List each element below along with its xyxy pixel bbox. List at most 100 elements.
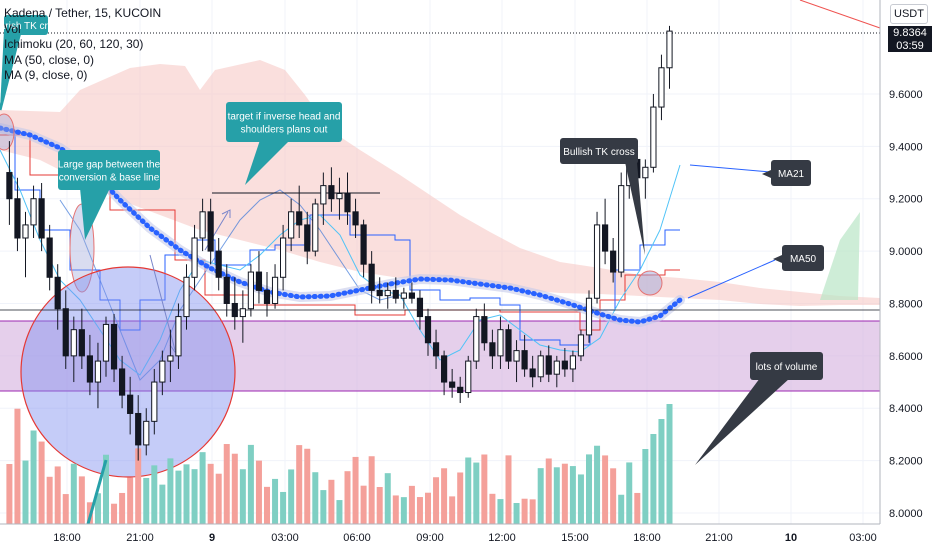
candle-body [360, 224, 367, 265]
volume-bar [594, 445, 601, 524]
volume-bar [46, 476, 53, 524]
x-tick-label: 09:00 [416, 532, 444, 544]
volume-bar [408, 485, 415, 524]
candle-body [320, 185, 327, 205]
x-tick-label: 21:00 [126, 532, 154, 544]
ma50-callout-box [782, 245, 824, 271]
x-tick-label: 18:00 [53, 532, 81, 544]
volume-bar [247, 444, 254, 524]
volume-bar [650, 434, 657, 524]
candle-body [288, 211, 295, 239]
bearish-tk-circle [0, 113, 15, 151]
candle-body [135, 412, 142, 446]
candle-body [489, 342, 496, 357]
candle-body [263, 289, 271, 304]
volume-bar [191, 469, 198, 524]
candle-body [392, 289, 399, 299]
ma21-callout-box [771, 160, 811, 186]
legend-ma9[interactable]: MA (9, close, 0) [4, 68, 88, 82]
candle-body [175, 316, 182, 357]
y-tick-label: 9.4000 [889, 141, 923, 153]
volume-bar [513, 502, 520, 524]
candle-body [529, 368, 536, 378]
volume-bar [537, 468, 544, 524]
cloud-future-green [820, 212, 860, 300]
ma50-callout-label-1: MA50 [790, 254, 817, 265]
volume-bar [666, 404, 673, 524]
legend-ichimoku[interactable]: Ichimoku (20, 60, 120, 30) [4, 37, 144, 51]
volume-bar [207, 463, 214, 524]
gap-callout-label-1: Large gap between the [58, 159, 161, 170]
y-tick-label: 8.6000 [889, 351, 923, 363]
volume-bar [320, 490, 327, 524]
volume-bar [602, 455, 609, 524]
candle-body [280, 237, 287, 278]
candle-body [62, 308, 69, 357]
candle-body [344, 192, 351, 213]
x-tick-label: 18:00 [633, 532, 661, 544]
ichimoku-conversion-line [0, 129, 680, 346]
x-tick-label: 9 [209, 532, 215, 544]
legend-volume[interactable]: Vol [4, 21, 21, 36]
candle-body [86, 355, 94, 383]
candle-body [577, 334, 585, 357]
ma21-callout-label-1: MA21 [778, 169, 805, 180]
y-tick-label: 9.0000 [889, 246, 923, 258]
volume-bar [215, 473, 222, 524]
volume-bar [352, 456, 359, 524]
candle-body [593, 224, 601, 299]
candle-body [553, 360, 560, 375]
candle-body [537, 355, 544, 378]
ma21-callout-tail [762, 170, 771, 178]
bearish-tk-callout-box [4, 15, 48, 35]
bullish-tk-circle [637, 270, 663, 296]
candle-body [376, 289, 383, 297]
target-callout-box [226, 102, 342, 142]
gap-callout-label-2: conversion & base line [59, 173, 160, 184]
candle-body [215, 250, 222, 278]
candle-body [505, 329, 512, 362]
candle-body [255, 271, 263, 291]
y-tick-label: 9.2000 [889, 194, 923, 206]
candle-body [38, 198, 45, 239]
volume-bar [111, 503, 118, 524]
volume-bar [344, 471, 351, 524]
volume-bar [296, 445, 303, 524]
volume-bar [231, 453, 238, 524]
volume-bar [489, 493, 496, 524]
volume-bar [521, 498, 528, 524]
candles [6, 25, 673, 461]
ma50-callout-tail [773, 255, 782, 263]
volume-bar [368, 456, 375, 524]
candle-body [151, 381, 158, 422]
legend-symbol[interactable]: Kadena / Tether, 15, KUCOIN [4, 6, 162, 20]
currency-button[interactable]: USDT [890, 4, 928, 24]
volume-bar [497, 499, 504, 524]
volume-bar [561, 463, 568, 524]
target-callout-label-1: target if inverse head and [228, 111, 341, 122]
price-axis-pane [880, 0, 932, 550]
candle-body [127, 394, 134, 414]
ma21-pointer [689, 164, 771, 173]
candle-body [368, 263, 375, 291]
volume-bar [545, 458, 552, 524]
candle-body [46, 237, 53, 278]
volume-bar [183, 464, 190, 524]
time-axis-pane [0, 524, 932, 550]
volume-bar [336, 500, 343, 524]
volume-bar [30, 430, 37, 524]
candle-body [481, 316, 488, 344]
gap-callout: Large gap between the conversion & base l… [58, 150, 161, 240]
legend-ma50[interactable]: MA (50, close, 0) [4, 52, 95, 67]
candle-body [449, 381, 456, 388]
ma50-callout: MA50 [773, 245, 824, 271]
ichimoku-base-line [0, 134, 680, 331]
bearish-guide [0, 31, 22, 111]
volume-bar [223, 444, 230, 524]
candle-body [569, 355, 576, 370]
volume-bar [135, 448, 142, 524]
candle-body [110, 323, 118, 370]
candle-body [561, 360, 568, 370]
candle-body [658, 67, 665, 108]
